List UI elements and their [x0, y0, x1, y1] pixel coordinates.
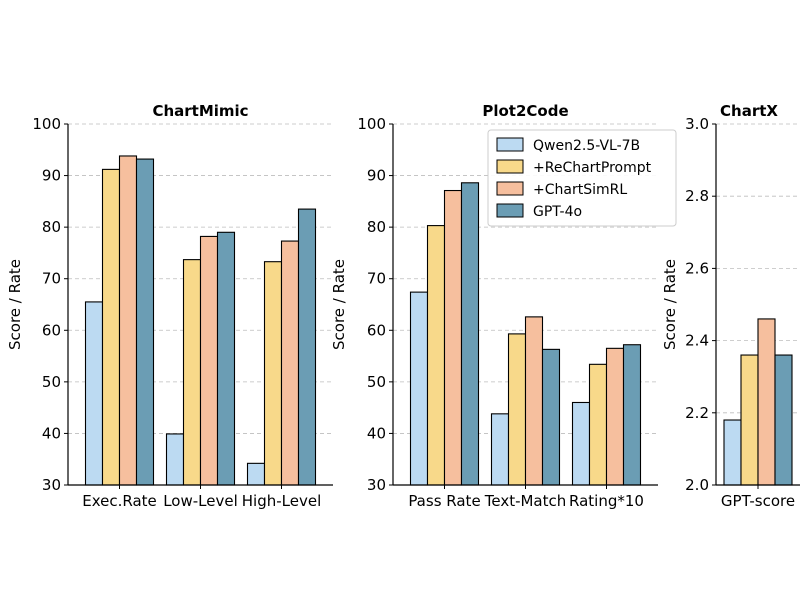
legend-swatch-gpt-4o — [496, 203, 524, 218]
bar-rechartprompt-text-match — [507, 333, 527, 486]
y-tick-label: 80 — [42, 218, 61, 236]
legend-label: GPT-4o — [533, 204, 582, 220]
y-tick-label: 60 — [367, 321, 386, 339]
y-axis-label: Score / Rate — [6, 259, 24, 350]
x-tick-label: Pass Rate — [408, 492, 480, 510]
bar-qwen2-5-vl-7b-pass-rate — [409, 291, 429, 486]
y-tick-label: 30 — [42, 476, 61, 494]
y-tick-label: 100 — [32, 115, 61, 133]
chart-title: ChartX — [720, 102, 778, 120]
bar-rechartprompt-low-level — [182, 259, 202, 486]
bar-gpt-4o-text-match — [541, 348, 561, 486]
bar-chartsimrl-high-level — [280, 240, 300, 486]
y-axis-label: Score / Rate — [661, 259, 679, 350]
y-tick-label: 90 — [367, 167, 386, 185]
y-tick-label: 2.0 — [685, 476, 709, 494]
y-tick-label: 2.6 — [685, 259, 709, 277]
x-tick-label: GPT-score — [721, 492, 795, 510]
x-tick-label: Exec.Rate — [82, 492, 157, 510]
y-tick-label: 80 — [367, 218, 386, 236]
y-tick-label: 3.0 — [685, 115, 709, 133]
y-tick-label: 90 — [42, 167, 61, 185]
y-tick-label: 50 — [367, 373, 386, 391]
y-tick-label: 100 — [357, 115, 386, 133]
y-tick-label: 2.4 — [685, 332, 709, 350]
bar-chartsimrl-low-level — [199, 235, 219, 486]
y-tick-label: 40 — [42, 424, 61, 442]
bar-qwen2-5-vl-7b-gpt-score — [723, 419, 742, 486]
x-tick-label: Text-Match — [484, 492, 567, 510]
bar-rechartprompt-rating-10 — [588, 363, 608, 486]
legend-swatch-chartsimrl — [496, 181, 524, 196]
bar-gpt-4o-gpt-score — [774, 354, 793, 486]
bar-rechartprompt-pass-rate — [426, 225, 446, 486]
y-tick-label: 50 — [42, 373, 61, 391]
bar-gpt-4o-high-level — [297, 208, 317, 486]
legend-label: +ReChartPrompt — [533, 160, 652, 176]
bar-qwen2-5-vl-7b-text-match — [490, 413, 510, 486]
chart-panels: 30 40 50 60 70 80 90 100 Exec.Rate Low-Level High-… — [6, 102, 800, 510]
x-tick-label: Rating*10 — [569, 492, 644, 510]
legend-box — [487, 129, 677, 227]
bar-chartsimrl-text-match — [524, 316, 544, 486]
y-axis-label: Score / Rate — [330, 259, 348, 350]
legend-swatch-rechartprompt — [496, 159, 524, 174]
x-tick-label: High-Level — [242, 492, 321, 510]
bar-chartsimrl-exec-rate — [118, 155, 138, 486]
chart-title: Plot2Code — [482, 102, 568, 120]
bar-qwen2-5-vl-7b-rating-10 — [571, 401, 591, 486]
y-tick-label: 30 — [367, 476, 386, 494]
y-tick-label: 70 — [367, 270, 386, 288]
chart-chartmimic: 30 40 50 60 70 80 90 100 Exec.Rate Low-Level High-… — [6, 102, 333, 510]
bar-chartsimrl-gpt-score — [757, 318, 776, 486]
legend-swatch-qwen2-5-vl-7b — [496, 137, 524, 152]
bar-qwen2-5-vl-7b-exec-rate — [84, 301, 104, 486]
legend: Qwen2.5-VL-7B +ReChartPrompt +ChartSimRL GP… — [487, 129, 677, 227]
bar-gpt-4o-low-level — [216, 231, 236, 486]
bar-rechartprompt-exec-rate — [101, 168, 121, 486]
y-tick-label: 2.2 — [685, 404, 709, 422]
legend-label: +ChartSimRL — [533, 182, 627, 198]
y-tick-label: 60 — [42, 321, 61, 339]
bar-chartsimrl-pass-rate — [443, 189, 463, 486]
bar-rechartprompt-gpt-score — [740, 354, 759, 486]
bar-gpt-4o-rating-10 — [622, 344, 642, 486]
y-tick-label: 2.8 — [685, 187, 709, 205]
x-tick-label: Low-Level — [163, 492, 238, 510]
bar-gpt-4o-exec-rate — [135, 158, 155, 486]
bar-gpt-4o-pass-rate — [460, 182, 480, 486]
bar-chartsimrl-rating-10 — [605, 347, 625, 486]
legend-label: Qwen2.5-VL-7B — [533, 138, 640, 154]
bar-qwen2-5-vl-7b-high-level — [246, 462, 266, 486]
bar-qwen2-5-vl-7b-low-level — [165, 433, 185, 486]
y-tick-label: 70 — [42, 270, 61, 288]
chart-chartx: 2.0 2.2 2.4 2.6 2.8 3.0 GPT-score ChartX Score /… — [661, 102, 800, 510]
y-tick-label: 40 — [367, 424, 386, 442]
bar-rechartprompt-high-level — [263, 261, 283, 486]
chart-title: ChartMimic — [152, 102, 248, 120]
